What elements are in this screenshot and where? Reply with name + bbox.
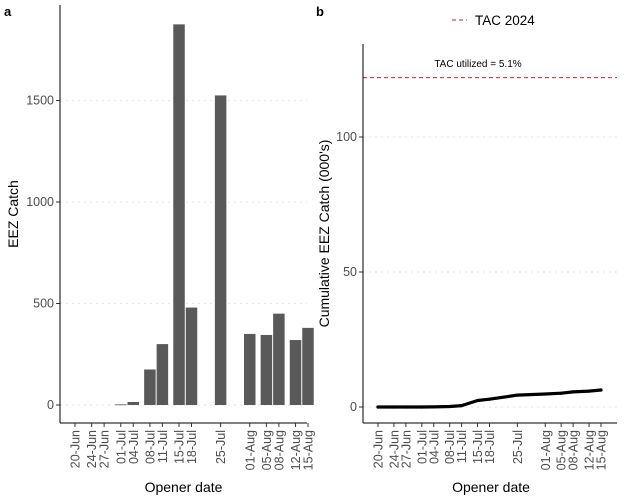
bar-01-Jul (115, 404, 127, 406)
bar-12-Aug (289, 340, 302, 405)
tac-utilized-annotation: TAC utilized = 5.1% (434, 59, 521, 70)
x-tick-label-a: 15-Jul (173, 430, 187, 464)
panel-b: 0 50 100 TAC utilized = 5.1% 20-Jun 24-Jun27-… (316, 13, 617, 495)
bar-25-Jul (214, 95, 227, 406)
line-point-15-Aug (599, 388, 603, 392)
x-tick-label-a: 01-Jul (114, 430, 128, 464)
x-tick-label-b: 04-Jul (427, 430, 441, 464)
y-tick-label-a: 1000 (26, 195, 54, 209)
y-axis-title-b: Cumulative EEZ Catch (000's) (316, 140, 332, 328)
x-tick-label-b: 27-Jun (399, 430, 413, 468)
x-tick-label-b: 08-Aug (567, 430, 581, 470)
line-point-04-Jul (432, 405, 436, 409)
y-tick-label-a: 0 (47, 398, 54, 412)
bar-04-Jul (127, 401, 139, 405)
line-point-18-Jul (487, 397, 492, 401)
x-tick-label-b: 11-Jul (455, 430, 469, 463)
x-tick-label-a: 01-Aug (243, 430, 257, 470)
line-point-08-Jul (448, 404, 452, 409)
line-point-01-Aug (543, 392, 547, 396)
x-tick-label-b: 18-Jul (483, 430, 497, 464)
y-axis-title-a: EEZ Catch (5, 180, 21, 248)
bar-11-Jul (156, 344, 169, 405)
y-tick-label-a: 1500 (26, 94, 54, 108)
panel-tag-b: b (316, 4, 324, 19)
bar-01-Aug (244, 333, 256, 405)
bar-15-Jul (173, 24, 185, 405)
x-tick-label-b: 15-Jul (471, 430, 485, 464)
x-tick-label-a: 18-Jul (185, 430, 199, 464)
x-tick-label-a: 20-Jun (69, 430, 83, 468)
legend-label-tac: TAC 2024 (475, 13, 535, 28)
bar-08-Aug (273, 313, 285, 405)
bar-08-Jul (144, 369, 156, 405)
x-tick-label-a: 15-Aug (302, 430, 316, 470)
line-point-27-Jun (404, 405, 408, 409)
y-tick-label-b: 100 (336, 130, 357, 144)
line-point-01-Jul (420, 405, 424, 409)
line-point-08-Aug (571, 390, 575, 394)
x-tick-label-b: 08-Jul (443, 430, 457, 464)
line-point-25-Jul (515, 393, 519, 397)
x-tick-label-a: 04-Jul (127, 430, 141, 464)
x-tick-label-b: 12-Aug (583, 430, 597, 470)
x-tick-label-a: 08-Jul (143, 430, 157, 464)
y-tick-label-b: 0 (350, 400, 357, 414)
x-tick-label-a: 12-Aug (289, 430, 303, 470)
panel-tag-a: a (4, 4, 12, 19)
x-tick-label-a: 24-Jun (85, 430, 99, 468)
x-tick-label-b: 01-Jul (415, 430, 429, 464)
line-point-12-Aug (587, 389, 591, 393)
line-point-20-Jun (376, 405, 380, 409)
x-tick-label-a: 05-Aug (260, 430, 274, 470)
bar-05-Aug (260, 334, 273, 405)
x-tick-label-a: 08-Aug (272, 430, 286, 470)
x-tick-label-b: 25-Jul (511, 430, 525, 464)
x-axis-title-a: Opener date (145, 479, 223, 495)
bar-15-Aug (302, 327, 314, 405)
x-tick-label-a: 25-Jul (214, 430, 228, 464)
x-tick-label-b: 01-Aug (539, 430, 553, 470)
x-axis-title-b: Opener date (452, 479, 530, 495)
x-tick-label-b: 05-Aug (555, 430, 569, 470)
x-tick-label-a: 11-Jul (156, 430, 170, 463)
x-tick-label-b: 20-Jun (372, 430, 386, 468)
line-point-15-Jul (475, 398, 480, 403)
line-point-05-Aug (559, 391, 563, 395)
y-tick-label-b: 50 (343, 265, 357, 279)
line-point-11-Jul (460, 404, 464, 408)
x-tick-label-b: 15-Aug (595, 430, 609, 470)
y-tick-label-a: 500 (33, 297, 54, 311)
line-point-24-Jun (392, 405, 396, 409)
bar-18-Jul (185, 307, 198, 405)
x-tick-label-a: 27-Jun (98, 430, 112, 468)
x-tick-label-b: 24-Jun (387, 430, 401, 468)
